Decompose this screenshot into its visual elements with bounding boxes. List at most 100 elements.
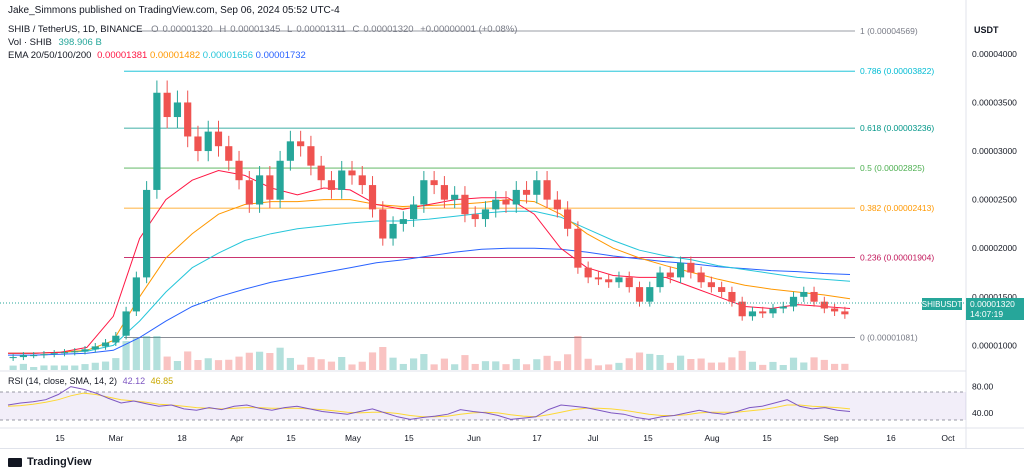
rsi-header: RSI (14, close, SMA, 14, 2) 42.12 46.85 [8, 376, 173, 386]
candle-body [420, 180, 428, 205]
volume-bar [91, 362, 99, 370]
volume-bar [317, 359, 325, 370]
volume-bar [358, 361, 366, 370]
volume-bar [451, 364, 459, 370]
candle-body [204, 131, 212, 152]
volume-bar [276, 347, 284, 370]
candle-body [101, 342, 110, 347]
volume-bar [379, 347, 387, 370]
time-tick-label: 15 [286, 433, 296, 443]
volume-bar [779, 365, 787, 370]
volume-bar [245, 352, 253, 370]
price-tag-value: 0.00001320 [970, 299, 1015, 309]
volume-bar [738, 350, 746, 370]
time-tick-label: Oct [941, 433, 955, 443]
volume-bar [471, 363, 479, 370]
symbol-tag-text: SHIBUSDT [922, 300, 963, 309]
volume-bar [440, 358, 448, 370]
candle-body [841, 311, 849, 315]
time-tick-label: Mar [109, 433, 124, 443]
rsi-line [7, 386, 851, 420]
ema100-value: 0.00001656 [202, 50, 253, 61]
candle-body [122, 311, 130, 336]
price-chart[interactable]: 1 (0.00004569) 0.786 (0.00003822) 0.618 (0… [0, 0, 1024, 448]
volume-bar [789, 357, 798, 370]
change-value: +0.00000001 (+0.08%) [420, 24, 518, 35]
ema200-line [8, 247, 851, 356]
candle-body [368, 185, 377, 210]
volume-line: Vol · SHIB 398.906 B [8, 37, 102, 48]
currency-label: USDT [974, 25, 999, 35]
candle-body [317, 165, 325, 181]
volume-bar [420, 354, 428, 370]
symbol-name: SHIB / TetherUS, 1D, BINANCE [8, 24, 143, 35]
volume-bar [502, 364, 510, 370]
volume-bar [112, 358, 120, 370]
time-tick-label: Sep [823, 433, 838, 443]
candle-body [574, 228, 582, 268]
volume-bar [481, 361, 490, 370]
candle-body [553, 199, 561, 210]
candle-body [358, 175, 366, 186]
candle-body [50, 353, 58, 355]
close-label: C [352, 24, 360, 35]
volume-bar [656, 355, 664, 370]
high-label: H [219, 24, 227, 35]
fib-level-label: 0.236 (0.00001904) [860, 253, 934, 263]
fib-level-label: 0.382 (0.00002413) [860, 203, 934, 213]
volume-bar [327, 361, 336, 370]
rsi-tick-label: 40.00 [972, 408, 994, 418]
candle-body [19, 355, 27, 358]
close-value: 0.00001320 [363, 24, 414, 35]
last-price-marker: SHIBUSDT 0.00001320 14:07:19 [0, 298, 1024, 320]
volume-bar [831, 363, 839, 370]
candle-body [173, 102, 182, 118]
time-tick-label: 15 [643, 433, 653, 443]
candle-body [738, 301, 746, 317]
candle-body [676, 262, 685, 278]
volume-bar [574, 336, 582, 370]
volume-bar [297, 364, 305, 370]
time-tick-label: 16 [886, 433, 896, 443]
volume-bar [492, 361, 500, 370]
volume-bar [728, 357, 736, 370]
candle-body [522, 189, 531, 195]
candle-body [584, 267, 592, 278]
price-tag [966, 298, 1024, 320]
tradingview-logo[interactable]: TradingView [8, 456, 92, 468]
volume-bar [512, 358, 520, 370]
volume-bar [584, 358, 592, 370]
volume-bar [687, 359, 695, 370]
publisher-line: Jake_Simmons published on TradingView.co… [8, 5, 340, 16]
open-value: 0.00001320 [162, 24, 213, 35]
candle-body [728, 291, 736, 302]
candle-body [348, 170, 356, 176]
volume-bar [225, 359, 233, 370]
time-tick-label: Apr [230, 433, 243, 443]
fib-level-label: 0 (0.00001081) [860, 333, 918, 343]
rsi-band [0, 392, 966, 420]
candles [9, 80, 849, 361]
candle-body [410, 204, 418, 220]
ema50-value: 0.00001482 [149, 50, 201, 61]
volume-bar [348, 364, 356, 370]
volume-bar [204, 358, 212, 370]
volume-bar [143, 336, 151, 370]
candle-body [163, 92, 171, 118]
candle-body [769, 308, 777, 314]
volume-bar [553, 361, 561, 370]
candle-body [718, 287, 726, 292]
high-value: 0.00001345 [230, 24, 281, 35]
candle-body [307, 146, 315, 166]
volume-bar [389, 357, 397, 370]
price-tag-countdown: 14:07:19 [970, 309, 1003, 319]
volume-bar [697, 358, 705, 370]
time-tick-label: Jul [588, 433, 599, 443]
volume-value: 398.906 B [58, 37, 102, 48]
ema-line: EMA 20/50/100/200 0.00001381 0.00001482 … [8, 50, 306, 61]
volume-bar [235, 356, 243, 370]
volume-bar [101, 361, 110, 370]
volume-bar [30, 367, 38, 370]
volume-bar [153, 336, 161, 370]
volume-bar [430, 364, 438, 370]
